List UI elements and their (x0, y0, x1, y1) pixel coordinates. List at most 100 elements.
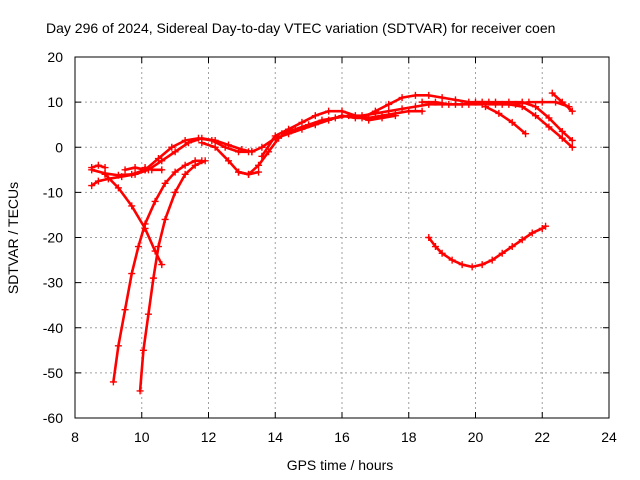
data-point-marker (191, 161, 199, 169)
y-tick-label: -10 (43, 184, 63, 200)
data-point-marker (211, 143, 219, 151)
chart-title: Day 296 of 2024, Sidereal Day-to-day VTE… (46, 20, 555, 36)
data-point-marker (141, 164, 149, 172)
data-point-marker (512, 100, 520, 108)
x-tick-labels: 8 10 12 14 16 18 20 22 24 (71, 429, 617, 445)
data-point-marker (131, 164, 139, 172)
x-tick-label: 8 (71, 429, 79, 445)
data-point-marker (451, 96, 459, 104)
data-point-marker (411, 91, 419, 99)
data-point-marker (568, 143, 576, 151)
series-satellite-17 (482, 103, 530, 138)
data-point-marker (482, 103, 490, 111)
data-point-marker (418, 98, 426, 106)
data-point-marker (538, 98, 546, 106)
data-point-marker (208, 136, 216, 144)
data-point-marker (458, 100, 466, 108)
data-point-marker (101, 170, 109, 178)
x-axis-label: GPS time / hours (287, 457, 394, 473)
data-point-marker (498, 100, 506, 108)
x-tick-label: 14 (267, 429, 283, 445)
data-point-marker (365, 116, 373, 124)
data-point-marker (325, 107, 333, 115)
data-point-marker (431, 243, 439, 251)
data-point-marker (391, 112, 399, 120)
data-point-marker (371, 107, 379, 115)
data-point-marker (311, 112, 319, 120)
series-trace (427, 224, 547, 269)
x-tick-label: 10 (134, 429, 150, 445)
data-point-marker (148, 166, 156, 174)
data-point-marker (545, 114, 553, 122)
x-tick-label: 20 (468, 429, 484, 445)
data-point-marker (221, 143, 229, 151)
data-point-marker (151, 197, 159, 205)
data-point-marker (418, 107, 426, 115)
y-tick-label: -50 (43, 365, 63, 381)
data-point-marker (568, 136, 576, 144)
data-point-marker (94, 177, 102, 185)
data-point-marker (558, 127, 566, 135)
data-point-marker (194, 134, 202, 142)
series-trace (138, 159, 207, 393)
series-satellite-4 (121, 164, 149, 174)
data-point-marker (181, 170, 189, 178)
data-point-marker (271, 132, 279, 140)
data-point-marker (181, 136, 189, 144)
data-point-marker (94, 161, 102, 169)
data-point-marker (255, 161, 263, 169)
data-point-marker (438, 94, 446, 102)
data-point-marker (255, 168, 263, 176)
data-point-marker (552, 98, 560, 106)
data-point-marker (508, 118, 516, 126)
series-satellite-14 (358, 91, 576, 144)
data-point-marker (525, 98, 533, 106)
data-point-marker (291, 125, 299, 133)
data-point-marker (161, 179, 169, 187)
data-point-marker (305, 121, 313, 129)
data-point-marker (161, 215, 169, 223)
data-point-marker (472, 98, 479, 106)
data-point-marker (411, 103, 419, 111)
data-point-marker (425, 234, 433, 241)
data-point-marker (114, 342, 122, 350)
data-point-marker (438, 249, 446, 257)
y-axis-label: SDTVAR / TECUs (5, 182, 21, 294)
x-tick-label: 12 (201, 429, 217, 445)
series-satellite-16 (548, 89, 576, 115)
data-point-marker (225, 157, 233, 165)
y-tick-label: 0 (55, 139, 63, 155)
data-point-marker (445, 100, 453, 108)
data-point-marker (154, 155, 162, 163)
data-point-marker (114, 184, 122, 192)
data-point-marker (114, 171, 122, 179)
y-tick-label: 10 (47, 94, 63, 110)
data-point-marker (134, 243, 142, 251)
tick-marks (74, 56, 610, 419)
y-tick-label: -60 (43, 410, 63, 426)
data-point-marker (258, 152, 266, 160)
data-point-marker (458, 261, 466, 269)
series-satellite-2 (88, 134, 253, 179)
data-point-marker (558, 98, 566, 106)
series-trace (484, 105, 527, 136)
data-point-marker (508, 243, 516, 251)
data-point-marker (331, 114, 339, 122)
data-point-marker (532, 112, 540, 120)
series-satellite-3 (88, 161, 109, 172)
series-satellite-10 (235, 168, 263, 178)
data-point-marker (318, 116, 326, 124)
x-tick-label: 24 (601, 429, 617, 445)
data-point-marker (358, 114, 366, 122)
data-point-marker (109, 378, 117, 386)
series-satellite-8 (136, 157, 209, 395)
data-point-marker (425, 91, 433, 99)
data-point-marker (168, 143, 176, 151)
data-point-marker (545, 123, 553, 131)
x-tick-label: 22 (534, 429, 550, 445)
y-tick-label: -30 (43, 275, 63, 291)
data-point-marker (101, 164, 109, 172)
data-point-marker (522, 130, 530, 138)
data-point-marker (154, 243, 162, 251)
data-point-marker (139, 346, 147, 354)
